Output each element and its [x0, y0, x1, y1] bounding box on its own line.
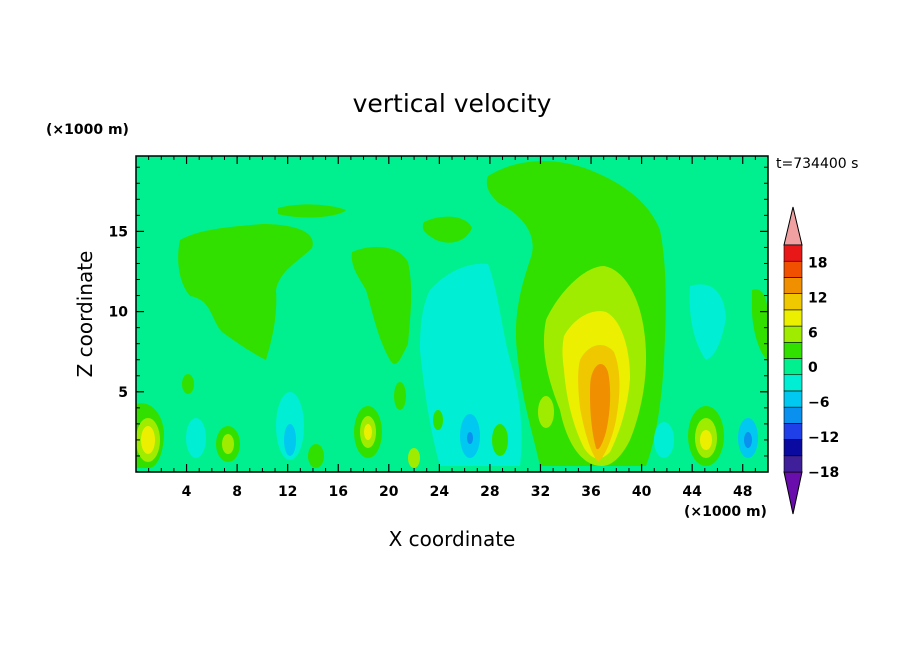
contour-blob	[278, 204, 346, 218]
contour-blob	[364, 424, 372, 440]
y-tick-label: 15	[109, 224, 128, 240]
colorbar-tick-label: −12	[808, 430, 839, 446]
contour-blob	[351, 246, 412, 365]
y-axis-unit: (×1000 m)	[46, 122, 129, 138]
colorbar-tick-label: 18	[808, 255, 827, 271]
colorbar-tick-label: 12	[808, 290, 827, 306]
contour-blob	[284, 424, 296, 456]
colorbar-segment	[783, 390, 803, 408]
colorbar-segment	[783, 423, 803, 440]
y-axis-label: Z coordinate	[73, 251, 97, 378]
contour-blob	[141, 426, 155, 454]
colorbar-segment	[783, 260, 803, 278]
colorbar-arrow-bottom	[783, 471, 803, 515]
y-tick-label: 10	[109, 305, 129, 321]
colorbar-tick-label: −18	[808, 465, 839, 481]
colorbar: 18 12 6 0 −6 −12 −18	[783, 206, 839, 515]
x-tick-label: 48	[733, 484, 752, 500]
colorbar-segment	[783, 455, 803, 473]
time-label: t=734400 s	[776, 156, 858, 172]
x-axis-ticks: 4 8 12 16 20 24 28 32 36 40 44 48	[148, 156, 756, 500]
contour-field	[136, 156, 768, 472]
colorbar-segment	[783, 244, 803, 262]
colorbar-segment	[783, 341, 803, 359]
contour-blob	[654, 422, 674, 458]
x-tick-label: 24	[430, 484, 450, 500]
colorbar-segment	[783, 309, 803, 327]
y-tick-label: 5	[118, 385, 128, 401]
contour-blob	[433, 410, 443, 430]
contour-blob	[752, 289, 768, 360]
colorbar-segment	[783, 406, 803, 424]
x-axis-label: X coordinate	[389, 527, 516, 551]
contour-blob	[408, 448, 420, 468]
contour-blob	[590, 363, 611, 450]
colorbar-arrow-top	[783, 206, 803, 246]
contour-blob	[700, 430, 712, 450]
colorbar-tick-label: 0	[808, 360, 818, 376]
colorbar-segment	[783, 439, 803, 457]
chart-title: vertical velocity	[353, 89, 552, 118]
contour-blob	[689, 284, 726, 360]
contour-blob	[308, 444, 324, 468]
contour-blob	[394, 382, 406, 410]
contour-blob	[222, 434, 234, 454]
contour-blob	[422, 216, 472, 243]
contour-blob	[186, 418, 206, 458]
colorbar-segment	[783, 325, 803, 343]
contour-blob	[467, 432, 473, 444]
colorbar-segment	[783, 358, 803, 376]
x-tick-label: 40	[632, 484, 652, 500]
x-tick-label: 12	[278, 484, 297, 500]
colorbar-tick-label: −6	[808, 395, 829, 411]
contour-blob	[744, 432, 752, 448]
x-tick-label: 16	[328, 484, 347, 500]
x-tick-label: 8	[232, 484, 242, 500]
contour-blob	[420, 263, 522, 466]
contour-blob	[492, 424, 508, 456]
x-axis-unit: (×1000 m)	[684, 504, 767, 520]
y-axis-ticks: 5 10 15	[109, 166, 768, 457]
x-tick-label: 28	[480, 484, 499, 500]
x-tick-label: 4	[182, 484, 192, 500]
contour-blob	[178, 224, 313, 360]
contour-blob	[182, 374, 194, 394]
colorbar-segment	[783, 374, 803, 392]
contour-blob	[538, 396, 554, 428]
x-tick-label: 44	[682, 484, 702, 500]
colorbar-segment	[783, 293, 803, 311]
colorbar-segment	[783, 277, 803, 294]
x-tick-label: 36	[581, 484, 600, 500]
x-tick-label: 32	[531, 484, 550, 500]
colorbar-tick-label: 6	[808, 325, 818, 341]
x-tick-label: 20	[379, 484, 399, 500]
